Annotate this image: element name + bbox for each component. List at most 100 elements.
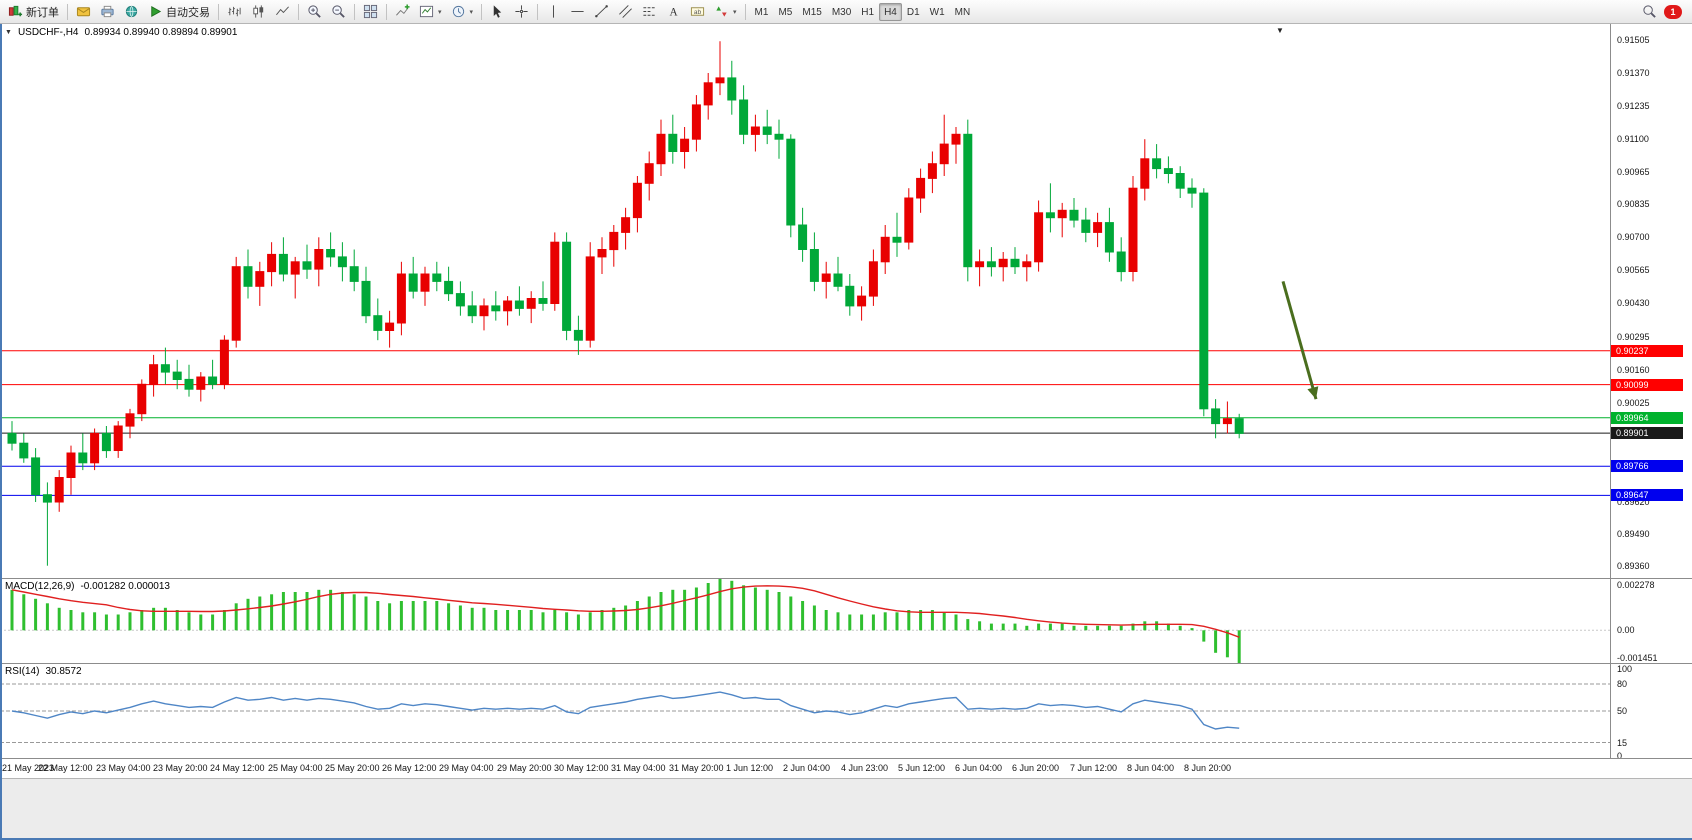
new-order-icon <box>8 5 23 17</box>
window-frame-left <box>0 24 2 840</box>
bar-chart-button[interactable] <box>223 2 246 22</box>
time-axis-label: 23 May 04:00 <box>96 763 151 773</box>
channel-button[interactable] <box>614 2 637 22</box>
crosshair-button[interactable] <box>510 2 533 22</box>
time-axis-label: 5 Jun 12:00 <box>898 763 946 773</box>
chart-shift-marker[interactable]: ▼ <box>1276 26 1284 35</box>
search-button[interactable] <box>1638 2 1661 22</box>
text-button[interactable]: A <box>662 2 685 22</box>
price-axis[interactable]: 0.91505 0.91370 0.91235 0.91100 0.90965 0.908… <box>1611 24 1692 578</box>
chevron-down-icon: ▾ <box>733 8 737 16</box>
macd-axis: 0.002278 0.00 -0.001451 <box>1611 579 1692 663</box>
label-icon: ab <box>690 7 705 16</box>
rsi-value: 30.8572 <box>45 666 82 677</box>
price-line-label[interactable]: 0.90237 <box>1611 345 1683 357</box>
price-tick: 0.90835 <box>1617 199 1650 209</box>
search-icon <box>1643 5 1656 18</box>
fibonacci-button[interactable] <box>638 2 661 22</box>
timeframe-m5-button[interactable]: M5 <box>773 3 797 21</box>
time-axis-label: 4 Jun 23:00 <box>841 763 889 773</box>
label-button[interactable]: ab <box>686 2 709 22</box>
indicators-button[interactable] <box>391 2 414 22</box>
price-tick: 0.90025 <box>1617 398 1650 408</box>
timeframe-m1-button[interactable]: M1 <box>750 3 774 21</box>
candlestick-chart-button[interactable] <box>247 2 270 22</box>
chart-window: ▼ USDCHF-,H4 0.89934 0.89940 0.89894 0.8… <box>0 24 1692 840</box>
trendline-icon <box>595 5 608 18</box>
macd-histogram <box>10 579 1241 663</box>
mailbox-icon <box>76 7 91 17</box>
price-line-label[interactable]: 0.89964 <box>1611 412 1683 424</box>
time-axis-label: 25 May 20:00 <box>325 763 380 773</box>
community-button[interactable] <box>120 2 143 22</box>
main-chart[interactable] <box>0 24 1610 578</box>
collapse-arrow-icon[interactable]: ▼ <box>5 29 12 36</box>
time-axis-label: 29 May 04:00 <box>439 763 494 773</box>
toolbar-separator <box>744 3 746 20</box>
rsi-axis: 100 80 50 15 0 <box>1611 664 1692 761</box>
timeframe-m15-button[interactable]: M15 <box>797 3 826 21</box>
macd-name: MACD(12,26,9) <box>5 581 75 592</box>
timeframe-h4-button[interactable]: H4 <box>879 2 902 21</box>
chevron-down-icon: ▾ <box>469 8 474 16</box>
toolbar-separator <box>218 3 219 20</box>
price-line-label[interactable]: 0.89647 <box>1611 489 1683 501</box>
macd-axis-label: -0.001451 <box>1617 653 1658 663</box>
period-dropdown-button[interactable]: ▾ <box>447 2 478 22</box>
timeframe-w1-button[interactable]: W1 <box>925 3 950 21</box>
line-chart-button[interactable] <box>271 2 294 22</box>
panel-separator[interactable] <box>0 578 1692 579</box>
rsi-axis-label: 100 <box>1617 664 1633 674</box>
price-tick: 0.89490 <box>1617 529 1650 539</box>
price-tick: 0.89360 <box>1617 561 1650 571</box>
price-tick: 0.91235 <box>1617 101 1650 111</box>
price-line-label[interactable]: 0.90099 <box>1611 379 1683 391</box>
rsi-panel[interactable] <box>0 664 1610 758</box>
toolbar-separator <box>481 3 483 20</box>
macd-panel[interactable] <box>0 579 1610 663</box>
window-frame-bottom <box>0 838 1692 840</box>
horizontal-line-button[interactable] <box>566 2 589 22</box>
new-order-button[interactable]: 新订单 <box>4 2 63 22</box>
price-tick: 0.90700 <box>1617 232 1650 242</box>
time-axis-label: 31 May 20:00 <box>669 763 724 773</box>
price-tick: 0.91370 <box>1617 68 1650 78</box>
auto-trading-button[interactable]: 自动交易 <box>144 2 214 22</box>
vertical-line-icon <box>553 5 554 18</box>
mailbox-button[interactable] <box>72 2 95 22</box>
time-axis-label: 6 Jun 20:00 <box>1012 763 1060 773</box>
tile-windows-button[interactable] <box>359 2 382 22</box>
time-axis-label: 26 May 12:00 <box>382 763 437 773</box>
notification-badge[interactable]: 1 <box>1664 4 1682 19</box>
templates-button[interactable]: ▾ <box>415 2 446 22</box>
crosshair-icon <box>515 5 528 18</box>
macd-label: MACD(12,26,9) -0.001282 0.000013 <box>5 581 170 592</box>
timeframe-toolbar: M1 M5 M15 M30 H1 H4 D1 W1 MN <box>750 2 976 21</box>
macd-signal-line <box>11 585 1240 638</box>
svg-text:A: A <box>669 6 678 18</box>
panel-separator[interactable] <box>0 663 1692 664</box>
timeframe-d1-button[interactable]: D1 <box>902 3 925 21</box>
time-axis[interactable]: 21 May 2023 22 May 12:00 23 May 04:00 23 Ma… <box>0 758 1692 778</box>
timeframe-m30-button[interactable]: M30 <box>827 3 856 21</box>
print-button[interactable] <box>96 2 119 22</box>
vertical-line-button[interactable] <box>542 2 565 22</box>
macd-axis-label: 0.002278 <box>1617 580 1655 590</box>
bottom-margin <box>0 778 1692 840</box>
arrows-dropdown-button[interactable]: ▾ <box>710 2 741 22</box>
price-line-label[interactable]: 0.89901 <box>1611 427 1683 439</box>
rsi-line <box>11 691 1240 730</box>
timeframe-mn-button[interactable]: MN <box>950 3 976 21</box>
rsi-axis-label: 15 <box>1617 738 1628 748</box>
zoom-out-button[interactable] <box>327 2 350 22</box>
price-line-label[interactable]: 0.89766 <box>1611 460 1683 472</box>
toolbar-separator <box>298 3 299 20</box>
cursor-button[interactable] <box>486 2 509 22</box>
down-arrow-annotation[interactable] <box>1281 280 1319 400</box>
price-tick: 0.90295 <box>1617 332 1650 342</box>
trendline-button[interactable] <box>590 2 613 22</box>
zoom-in-button[interactable] <box>303 2 326 22</box>
timeframe-h1-button[interactable]: H1 <box>856 3 879 21</box>
time-axis-label: 29 May 20:00 <box>497 763 552 773</box>
level-lines[interactable] <box>0 350 1610 496</box>
